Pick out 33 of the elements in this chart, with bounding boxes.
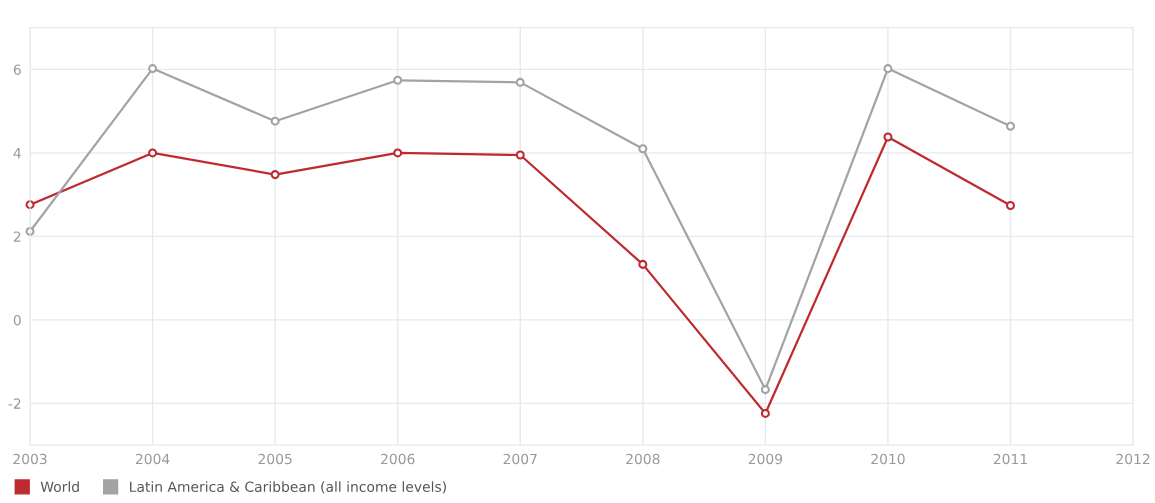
x-tick-label: 2011 [993, 453, 1027, 465]
x-tick-label: 2009 [748, 453, 783, 465]
y-tick-label: 2 [13, 231, 21, 242]
point [638, 144, 648, 154]
point [393, 148, 403, 158]
x-tick-label: 2005 [258, 453, 292, 465]
x-tick-label: 2010 [871, 453, 905, 465]
point [760, 408, 770, 418]
y-tick-label: -2 [8, 398, 21, 409]
legend-label: Latin America & Caribbean (all income levels) [130, 481, 446, 494]
point [638, 259, 648, 269]
x-tick-label: 2003 [13, 453, 47, 465]
point [883, 132, 893, 142]
point [148, 64, 158, 74]
point [270, 170, 280, 180]
x-tick-label: 2006 [381, 453, 415, 465]
y-tick-label: 0 [13, 314, 21, 326]
point [393, 75, 403, 85]
point [1005, 121, 1016, 131]
x-tick-label: 2004 [135, 453, 170, 465]
point [148, 148, 158, 158]
point [515, 77, 525, 87]
legend-label: World [40, 481, 79, 492]
y-tick-label: 4 [13, 148, 21, 159]
point [270, 116, 280, 126]
x-tick-label: 2007 [503, 453, 537, 465]
x-tick-label: 2012 [1116, 453, 1150, 465]
x-tick-label: 2008 [626, 453, 660, 465]
point [760, 385, 770, 395]
y-tick-label: 6 [13, 64, 21, 75]
point [883, 64, 893, 74]
point [1005, 201, 1016, 211]
point [515, 150, 525, 160]
